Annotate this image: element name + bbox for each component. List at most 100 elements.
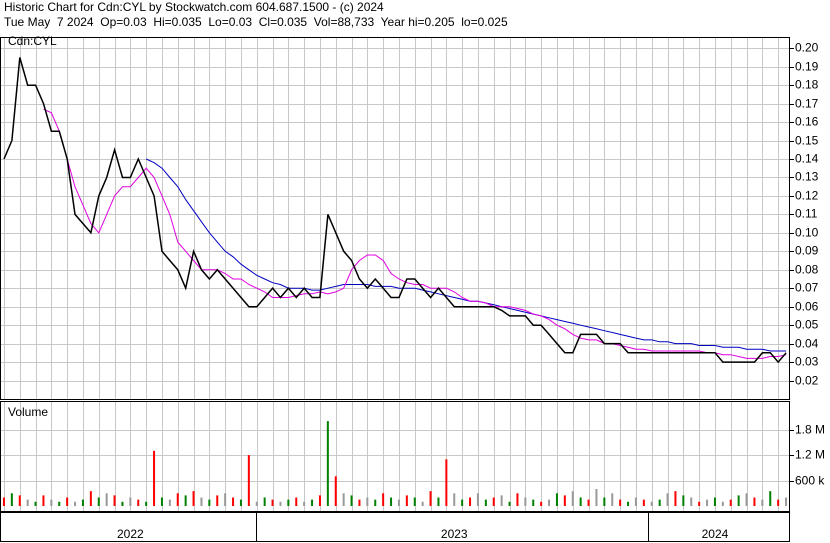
volume-bar — [247, 455, 250, 506]
volume-bar — [58, 501, 61, 506]
chart-subtitle: Tue May 7 2024 Op=0.03 Hi=0.035 Lo=0.03 … — [4, 15, 508, 29]
moving-average — [43, 108, 787, 359]
volume-bar — [563, 495, 566, 506]
volume-bar — [571, 491, 574, 506]
volume-bar — [785, 497, 788, 506]
volume-bar — [145, 501, 148, 506]
volume-bar — [634, 497, 637, 506]
volume-bar — [216, 495, 219, 506]
volume-bar — [200, 497, 203, 506]
volume-bar — [271, 499, 274, 506]
volume-bar — [698, 501, 701, 506]
volume-bar — [374, 499, 377, 506]
y-tick-label: 0.07 — [795, 281, 819, 295]
y-tick-label: 0.05 — [795, 318, 819, 332]
y-tick-label: 0.13 — [795, 170, 819, 184]
volume-bar — [721, 501, 724, 506]
volume-bar — [761, 499, 764, 506]
volume-bar — [326, 421, 329, 506]
volume-bar — [658, 499, 661, 506]
volume-bar — [650, 501, 653, 506]
volume-bar — [674, 491, 677, 506]
volume-bar — [516, 493, 519, 506]
volume-bar — [469, 497, 472, 506]
volume-bar — [682, 495, 685, 506]
volume-bar — [232, 497, 235, 506]
volume-bar — [334, 476, 337, 506]
volume-bar — [358, 499, 361, 506]
y-tick-label: 0.02 — [795, 374, 819, 388]
volume-bar — [153, 450, 156, 506]
y-tick-label: 0.17 — [795, 97, 819, 111]
volume-bar — [508, 501, 511, 506]
volume-bar — [611, 493, 614, 506]
volume-label: Volume — [8, 405, 48, 419]
volume-bar — [318, 495, 321, 506]
volume-bar — [603, 497, 606, 506]
volume-bar — [729, 499, 732, 506]
volume-bar — [524, 497, 527, 506]
volume-bar — [579, 497, 582, 506]
y-tick-label: 0.09 — [795, 244, 819, 258]
volume-bar — [81, 499, 84, 506]
volume-bar — [42, 495, 45, 506]
volume-bar — [192, 491, 195, 506]
volume-bar — [89, 491, 92, 506]
volume-bar — [421, 501, 424, 506]
volume-bar — [129, 497, 132, 506]
y-tick-label: 0.04 — [795, 337, 819, 351]
volume-bar — [255, 501, 258, 506]
y-tick-label: 0.08 — [795, 263, 819, 277]
volume-bar — [713, 497, 716, 506]
volume-bar — [382, 493, 385, 506]
volume-bar — [587, 499, 590, 506]
volume-bar — [34, 501, 37, 506]
volume-bar — [18, 495, 21, 506]
volume-bar — [303, 501, 306, 506]
y-tick-label: 600 k — [795, 474, 825, 488]
volume-bar — [263, 497, 266, 506]
volume-frame — [0, 401, 790, 512]
y-tick-label: 0.20 — [795, 41, 819, 55]
y-tick-label: 0.19 — [795, 60, 819, 74]
x-tick-label: 2022 — [117, 527, 144, 541]
volume-bar — [121, 501, 124, 506]
legend-entry: Cdn:CYL — [8, 34, 57, 48]
volume-bar — [74, 501, 77, 506]
y-tick-label: 0.11 — [795, 207, 818, 221]
volume-bar — [532, 499, 535, 506]
chart-title: Historic Chart for Cdn:CYL by Stockwatch… — [4, 0, 384, 14]
y-tick-label: 0.10 — [795, 226, 819, 240]
volume-bar — [476, 493, 479, 506]
volume-bar — [737, 495, 740, 506]
y-tick-label: 0.16 — [795, 115, 819, 129]
y-tick-label: 1.2 M — [795, 448, 825, 462]
volume-bar — [753, 497, 756, 506]
volume-bar — [769, 491, 772, 506]
volume-bar — [642, 499, 645, 506]
volume-bar — [461, 499, 464, 506]
y-tick-label: 0.14 — [795, 152, 819, 166]
volume-bar — [137, 499, 140, 506]
volume-bar — [350, 495, 353, 506]
volume-bar — [595, 489, 598, 506]
volume-bar — [437, 497, 440, 506]
volume-bar — [492, 497, 495, 506]
volume-bar — [97, 497, 100, 506]
volume-bar — [287, 499, 290, 506]
volume-bar — [160, 497, 163, 506]
volume-bar — [168, 499, 171, 506]
volume-bar — [777, 499, 780, 506]
volume-bar — [484, 499, 487, 506]
volume-bar — [66, 497, 69, 506]
price-line — [3, 57, 787, 364]
volume-bar — [548, 499, 551, 506]
x-tick-label: 2023 — [441, 527, 468, 541]
y-tick-label: 0.15 — [795, 134, 819, 148]
volume-bar — [279, 501, 282, 506]
volume-bar — [745, 493, 748, 506]
volume-bar — [2, 497, 5, 506]
y-tick-label: 0.18 — [795, 78, 819, 92]
volume-bar — [105, 493, 108, 506]
